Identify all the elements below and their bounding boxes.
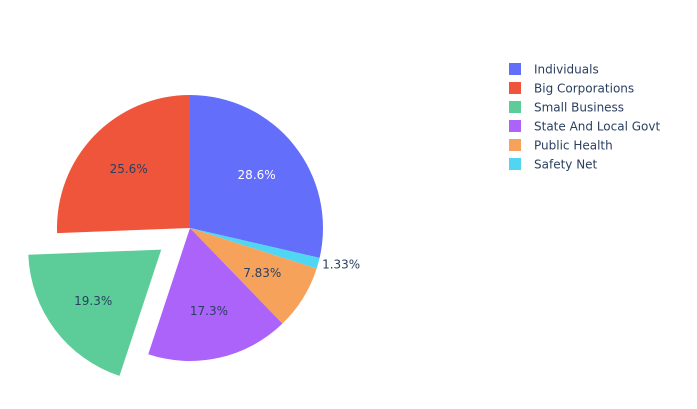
legend-swatch-safety-net[interactable] — [509, 158, 521, 170]
slice-label-small-business: 19.3% — [74, 294, 112, 308]
slice-label-state-and-local-govt: 17.3% — [190, 304, 228, 318]
legend-label-individuals[interactable]: Individuals — [534, 63, 599, 77]
pie-slice-state-and-local-govt — [148, 228, 283, 361]
pie-slice-big-corporations — [57, 95, 190, 234]
legend-swatch-public-health[interactable] — [509, 139, 521, 151]
pie-slice-public-health — [190, 228, 317, 324]
slice-label-individuals: 28.6% — [238, 168, 276, 182]
slice-label-big-corporations: 25.6% — [110, 162, 148, 176]
pie-labels: 28.6% 1.33% 7.83% 17.3% 19.3% 25.6% — [74, 162, 360, 318]
legend-label-state-and-local-govt[interactable]: State And Local Govt — [534, 120, 660, 134]
pie-slice-safety-net — [190, 228, 320, 269]
legend-label-big-corporations[interactable]: Big Corporations — [534, 82, 634, 96]
legend-swatch-big-corporations[interactable] — [509, 82, 521, 94]
legend-swatch-small-business[interactable] — [509, 101, 521, 113]
legend-swatch-state-and-local-govt[interactable] — [509, 120, 521, 132]
legend-label-public-health[interactable]: Public Health — [534, 139, 613, 153]
slice-label-safety-net: 1.33% — [322, 257, 360, 271]
slice-label-public-health: 7.83% — [243, 266, 281, 280]
pie-slice-individuals — [190, 95, 324, 258]
legend-label-small-business[interactable]: Small Business — [534, 101, 624, 115]
legend-label-safety-net[interactable]: Safety Net — [534, 158, 598, 172]
legend: Individuals Big Corporations Small Busines… — [509, 63, 660, 172]
pie-slice-small-business — [28, 249, 162, 376]
pie-slices — [28, 95, 324, 376]
legend-swatch-individuals[interactable] — [509, 63, 521, 75]
